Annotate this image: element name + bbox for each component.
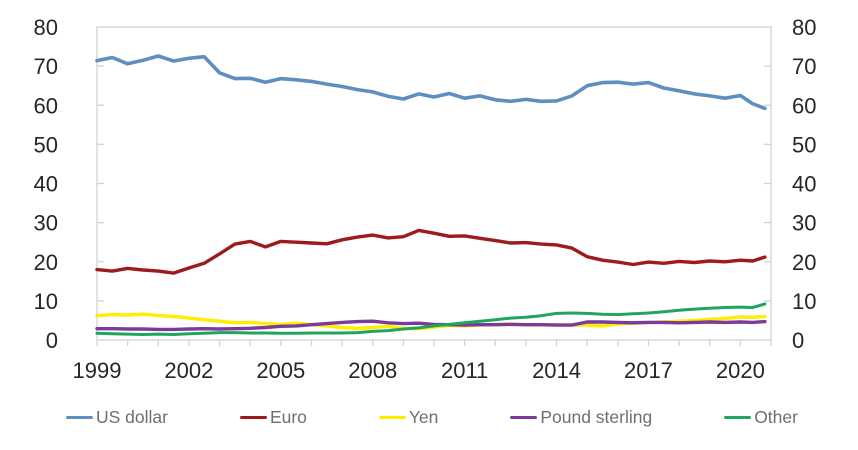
x-axis-label-2020: 2020 bbox=[716, 358, 765, 383]
y-axis-label-left: 10 bbox=[34, 289, 58, 314]
x-axis-label-2011: 2011 bbox=[441, 358, 488, 383]
series-line-other bbox=[95, 302, 767, 336]
legend-label-euro: Euro bbox=[269, 407, 307, 427]
y-axis-label-left: 30 bbox=[34, 211, 58, 236]
legend-item-other: Other bbox=[724, 407, 798, 427]
legend-label-us-dollar: US dollar bbox=[96, 407, 168, 427]
y-axis-label-right: 30 bbox=[792, 211, 816, 236]
y-axis-label-left: 20 bbox=[34, 250, 58, 275]
x-axis-label-2002: 2002 bbox=[164, 358, 213, 383]
y-axis-label-right: 20 bbox=[792, 250, 816, 275]
y-axis-label-left: 0 bbox=[46, 328, 58, 353]
y-axis-label-left: 80 bbox=[34, 15, 58, 40]
y-axis-label-right: 10 bbox=[792, 289, 816, 314]
y-axis-label-right: 50 bbox=[792, 132, 816, 157]
legend-label-yen: Yen bbox=[408, 407, 439, 427]
legend-swatch-yen bbox=[378, 416, 406, 420]
legend-item-us-dollar: US dollar bbox=[66, 407, 168, 427]
x-axis-label-2008: 2008 bbox=[348, 358, 397, 383]
legend-label-other: Other bbox=[754, 407, 798, 427]
legend-swatch-us-dollar bbox=[66, 416, 93, 420]
y-axis-label-left: 40 bbox=[34, 172, 58, 197]
x-axis-label-2014: 2014 bbox=[532, 358, 581, 383]
y-axis-label-left: 50 bbox=[34, 132, 58, 157]
x-axis-label-2017: 2017 bbox=[624, 358, 673, 383]
y-axis-label-right: 60 bbox=[792, 93, 816, 118]
chart-legend: US dollar Euro Yen Pound sterling Other bbox=[66, 407, 798, 427]
y-axis-label-right: 40 bbox=[792, 172, 816, 197]
legend-item-pound-sterling: Pound sterling bbox=[510, 407, 653, 427]
legend-item-euro: Euro bbox=[239, 407, 307, 427]
y-axis-label-right: 0 bbox=[792, 328, 804, 353]
series-line-euro bbox=[95, 228, 767, 275]
legend-swatch-other bbox=[724, 416, 752, 420]
y-axis-label-right: 70 bbox=[792, 54, 816, 79]
y-axis-label-left: 60 bbox=[34, 93, 58, 118]
legend-label-pound-sterling: Pound sterling bbox=[540, 407, 653, 427]
y-axis-label-left: 70 bbox=[34, 54, 58, 79]
series-line-us-dollar bbox=[95, 54, 767, 111]
legend-swatch-pound-sterling bbox=[510, 416, 538, 420]
x-axis-label-1999: 1999 bbox=[73, 358, 122, 383]
y-axis-label-right: 80 bbox=[792, 15, 816, 40]
legend-item-yen: Yen bbox=[378, 407, 439, 427]
plot-border bbox=[96, 26, 772, 341]
x-axis-label-2005: 2005 bbox=[256, 358, 305, 383]
legend-swatch-euro bbox=[239, 416, 267, 420]
